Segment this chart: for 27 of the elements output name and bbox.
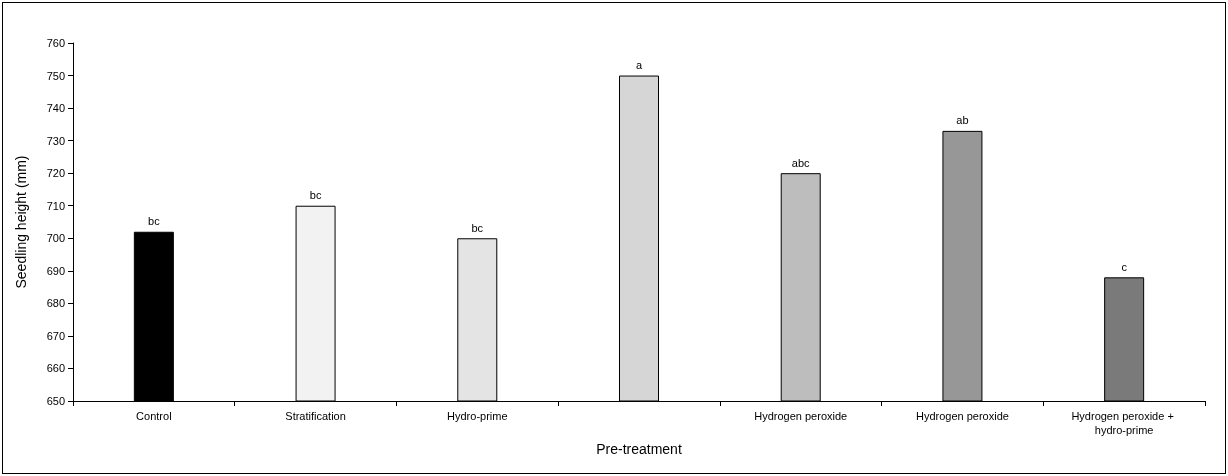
data-label: a [635, 59, 643, 72]
y-axis-title: Seedling height (mm) [13, 155, 29, 289]
y-tick-label: 750 [46, 69, 65, 82]
x-tick-label: Stratification [285, 410, 346, 422]
x-axis-title: Pre-treatment [596, 440, 682, 457]
x-tick-label: Hydrogen peroxide + hydro-prime [1071, 410, 1177, 436]
y-tick-label: 720 [46, 167, 65, 180]
x-tick-label: Hydrogen peroxide [754, 410, 848, 422]
y-tick-label: 660 [46, 362, 65, 375]
y-tick-label: 680 [46, 297, 65, 310]
x-tick-label: Control [136, 410, 172, 422]
data-label: bc [471, 221, 484, 234]
data-label: c [1121, 260, 1128, 273]
y-tick-label: 690 [46, 264, 65, 277]
data-label: ab [956, 114, 969, 127]
data-label: bc [148, 215, 161, 228]
y-tick-label: 730 [46, 134, 65, 147]
data-label: bc [309, 189, 322, 202]
y-tick-label: 760 [46, 37, 65, 49]
y-tick-label: 740 [46, 102, 65, 115]
y-tick-label: 700 [46, 232, 65, 245]
x-tick-label: Hydrogen peroxide [915, 410, 1009, 422]
y-tick-label: 710 [46, 199, 65, 212]
data-label: abc [791, 156, 811, 169]
x-tick-label: Hydro-prime [447, 410, 508, 422]
y-tick-label: 670 [46, 329, 65, 342]
y-tick-label: 650 [46, 395, 65, 407]
